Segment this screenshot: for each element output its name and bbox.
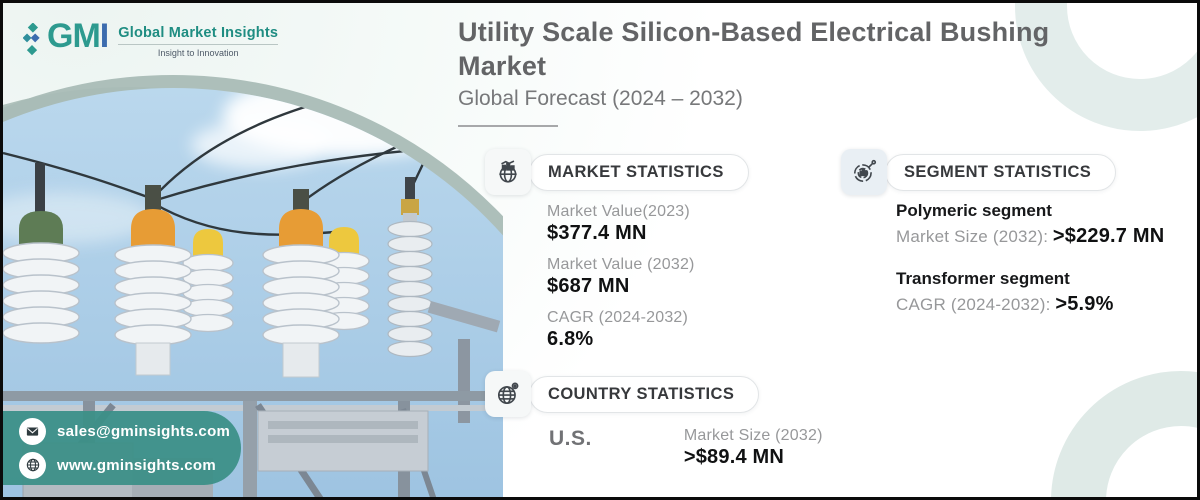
market-value-2023-value: $377.4 MN xyxy=(547,222,647,244)
country-statistics-heading: COUNTRY STATISTICS xyxy=(548,384,735,403)
gmi-diamonds-icon xyxy=(23,23,40,56)
country-statistics-icon-card xyxy=(485,371,531,417)
sage-rim xyxy=(3,75,628,497)
contact-website-row[interactable]: www.gminsights.com xyxy=(19,451,241,479)
segment-stat-item: Transformer segment CAGR (2024-2032): >5… xyxy=(896,269,1164,316)
insulator-orange-left xyxy=(114,185,192,376)
market-stat-item: Market Value(2023) $377.4 MN xyxy=(547,203,695,245)
polymeric-segment-label: Market Size (2032): xyxy=(896,227,1049,246)
gmi-logo-letters: GMI xyxy=(47,17,110,55)
envelope-icon xyxy=(26,426,39,436)
country-stat-item: Market Size (2032) >$89.4 MN xyxy=(684,427,823,469)
page-subtitle: Global Forecast (2024 – 2032) xyxy=(458,87,743,111)
market-stat-item: Market Value (2032) $687 MN xyxy=(547,256,695,298)
market-statistics-list: Market Value(2023) $377.4 MN Market Valu… xyxy=(547,203,695,351)
contact-email[interactable]: sales@gminsights.com xyxy=(57,422,231,440)
logo-company-name: Global Market Insights xyxy=(118,25,279,41)
website-icon xyxy=(19,451,46,479)
country-name: U.S. xyxy=(549,427,592,450)
polymeric-segment-name: Polymeric segment xyxy=(896,201,1052,220)
segment-statistics-header: SEGMENT STATISTICS xyxy=(841,149,1117,195)
insulator-small-left xyxy=(182,229,234,333)
cagr-label: CAGR (2024-2032) xyxy=(547,309,689,326)
us-market-size-label: Market Size (2032) xyxy=(683,427,823,444)
page-title: Utility Scale Silicon-Based Electrical B… xyxy=(458,17,1050,82)
market-value-2032-value: $687 MN xyxy=(547,275,630,297)
segment-statistics-pill: SEGMENT STATISTICS xyxy=(885,153,1117,191)
segment-statistics-icon-card xyxy=(841,149,887,195)
market-value-2023-label: Market Value(2023) xyxy=(547,203,690,220)
contact-banner: sales@gminsights.com www.gminsights.com xyxy=(3,411,241,485)
cagr-value: 6.8% xyxy=(547,328,594,350)
pie-chart-icon xyxy=(853,159,877,183)
us-market-size-value: >$89.4 MN xyxy=(683,446,785,468)
country-statistics-pill: COUNTRY STATISTICS xyxy=(529,375,760,413)
title-block: Utility Scale Silicon-Based Electrical B… xyxy=(458,15,1058,128)
globe-pin-icon xyxy=(497,382,519,405)
logo-i: I xyxy=(99,17,110,55)
segment-stat-item: Polymeric segment Market Size (2032): >$… xyxy=(896,201,1164,248)
market-statistics-heading: MARKET STATISTICS xyxy=(548,162,724,181)
polymeric-segment-value: >$229.7 MN xyxy=(1052,225,1165,247)
insulator-small-right xyxy=(318,227,370,331)
insulator-left xyxy=(3,163,80,344)
globe-chart-icon xyxy=(499,160,517,183)
segment-statistics-heading: SEGMENT STATISTICS xyxy=(904,162,1092,181)
contact-website[interactable]: www.gminsights.com xyxy=(57,456,217,474)
market-statistics-icon-card xyxy=(485,149,531,195)
contact-email-row[interactable]: sales@gminsights.com xyxy=(19,417,241,445)
gmi-logo: GMI Global Market Insights Insight to In… xyxy=(23,17,279,61)
transformer-segment-name: Transformer segment xyxy=(896,269,1070,288)
market-statistics-pill: MARKET STATISTICS xyxy=(529,153,749,191)
insulator-thin-right xyxy=(387,177,433,358)
country-statistics-row: U.S. Market Size (2032) >$89.4 MN xyxy=(549,427,823,469)
market-statistics-header: MARKET STATISTICS xyxy=(485,149,749,195)
subtitle-underline xyxy=(458,125,558,128)
bottom-right-ring-decoration xyxy=(1051,371,1197,497)
logo-gm: GM xyxy=(47,17,101,55)
email-icon xyxy=(19,417,46,445)
transformer-segment-label: CAGR (2024-2032): xyxy=(896,295,1051,314)
market-stat-item: CAGR (2024-2032) 6.8% xyxy=(547,309,695,351)
country-statistics-header: COUNTRY STATISTICS xyxy=(485,371,760,417)
transformer-segment-value: >5.9% xyxy=(1055,293,1114,315)
logo-tagline: Insight to Innovation xyxy=(118,44,279,58)
segment-statistics-list: Polymeric segment Market Size (2032): >$… xyxy=(896,201,1164,316)
market-value-2032-label: Market Value (2032) xyxy=(547,256,695,273)
globe-icon xyxy=(26,458,39,472)
insulator-orange-right xyxy=(262,189,340,378)
